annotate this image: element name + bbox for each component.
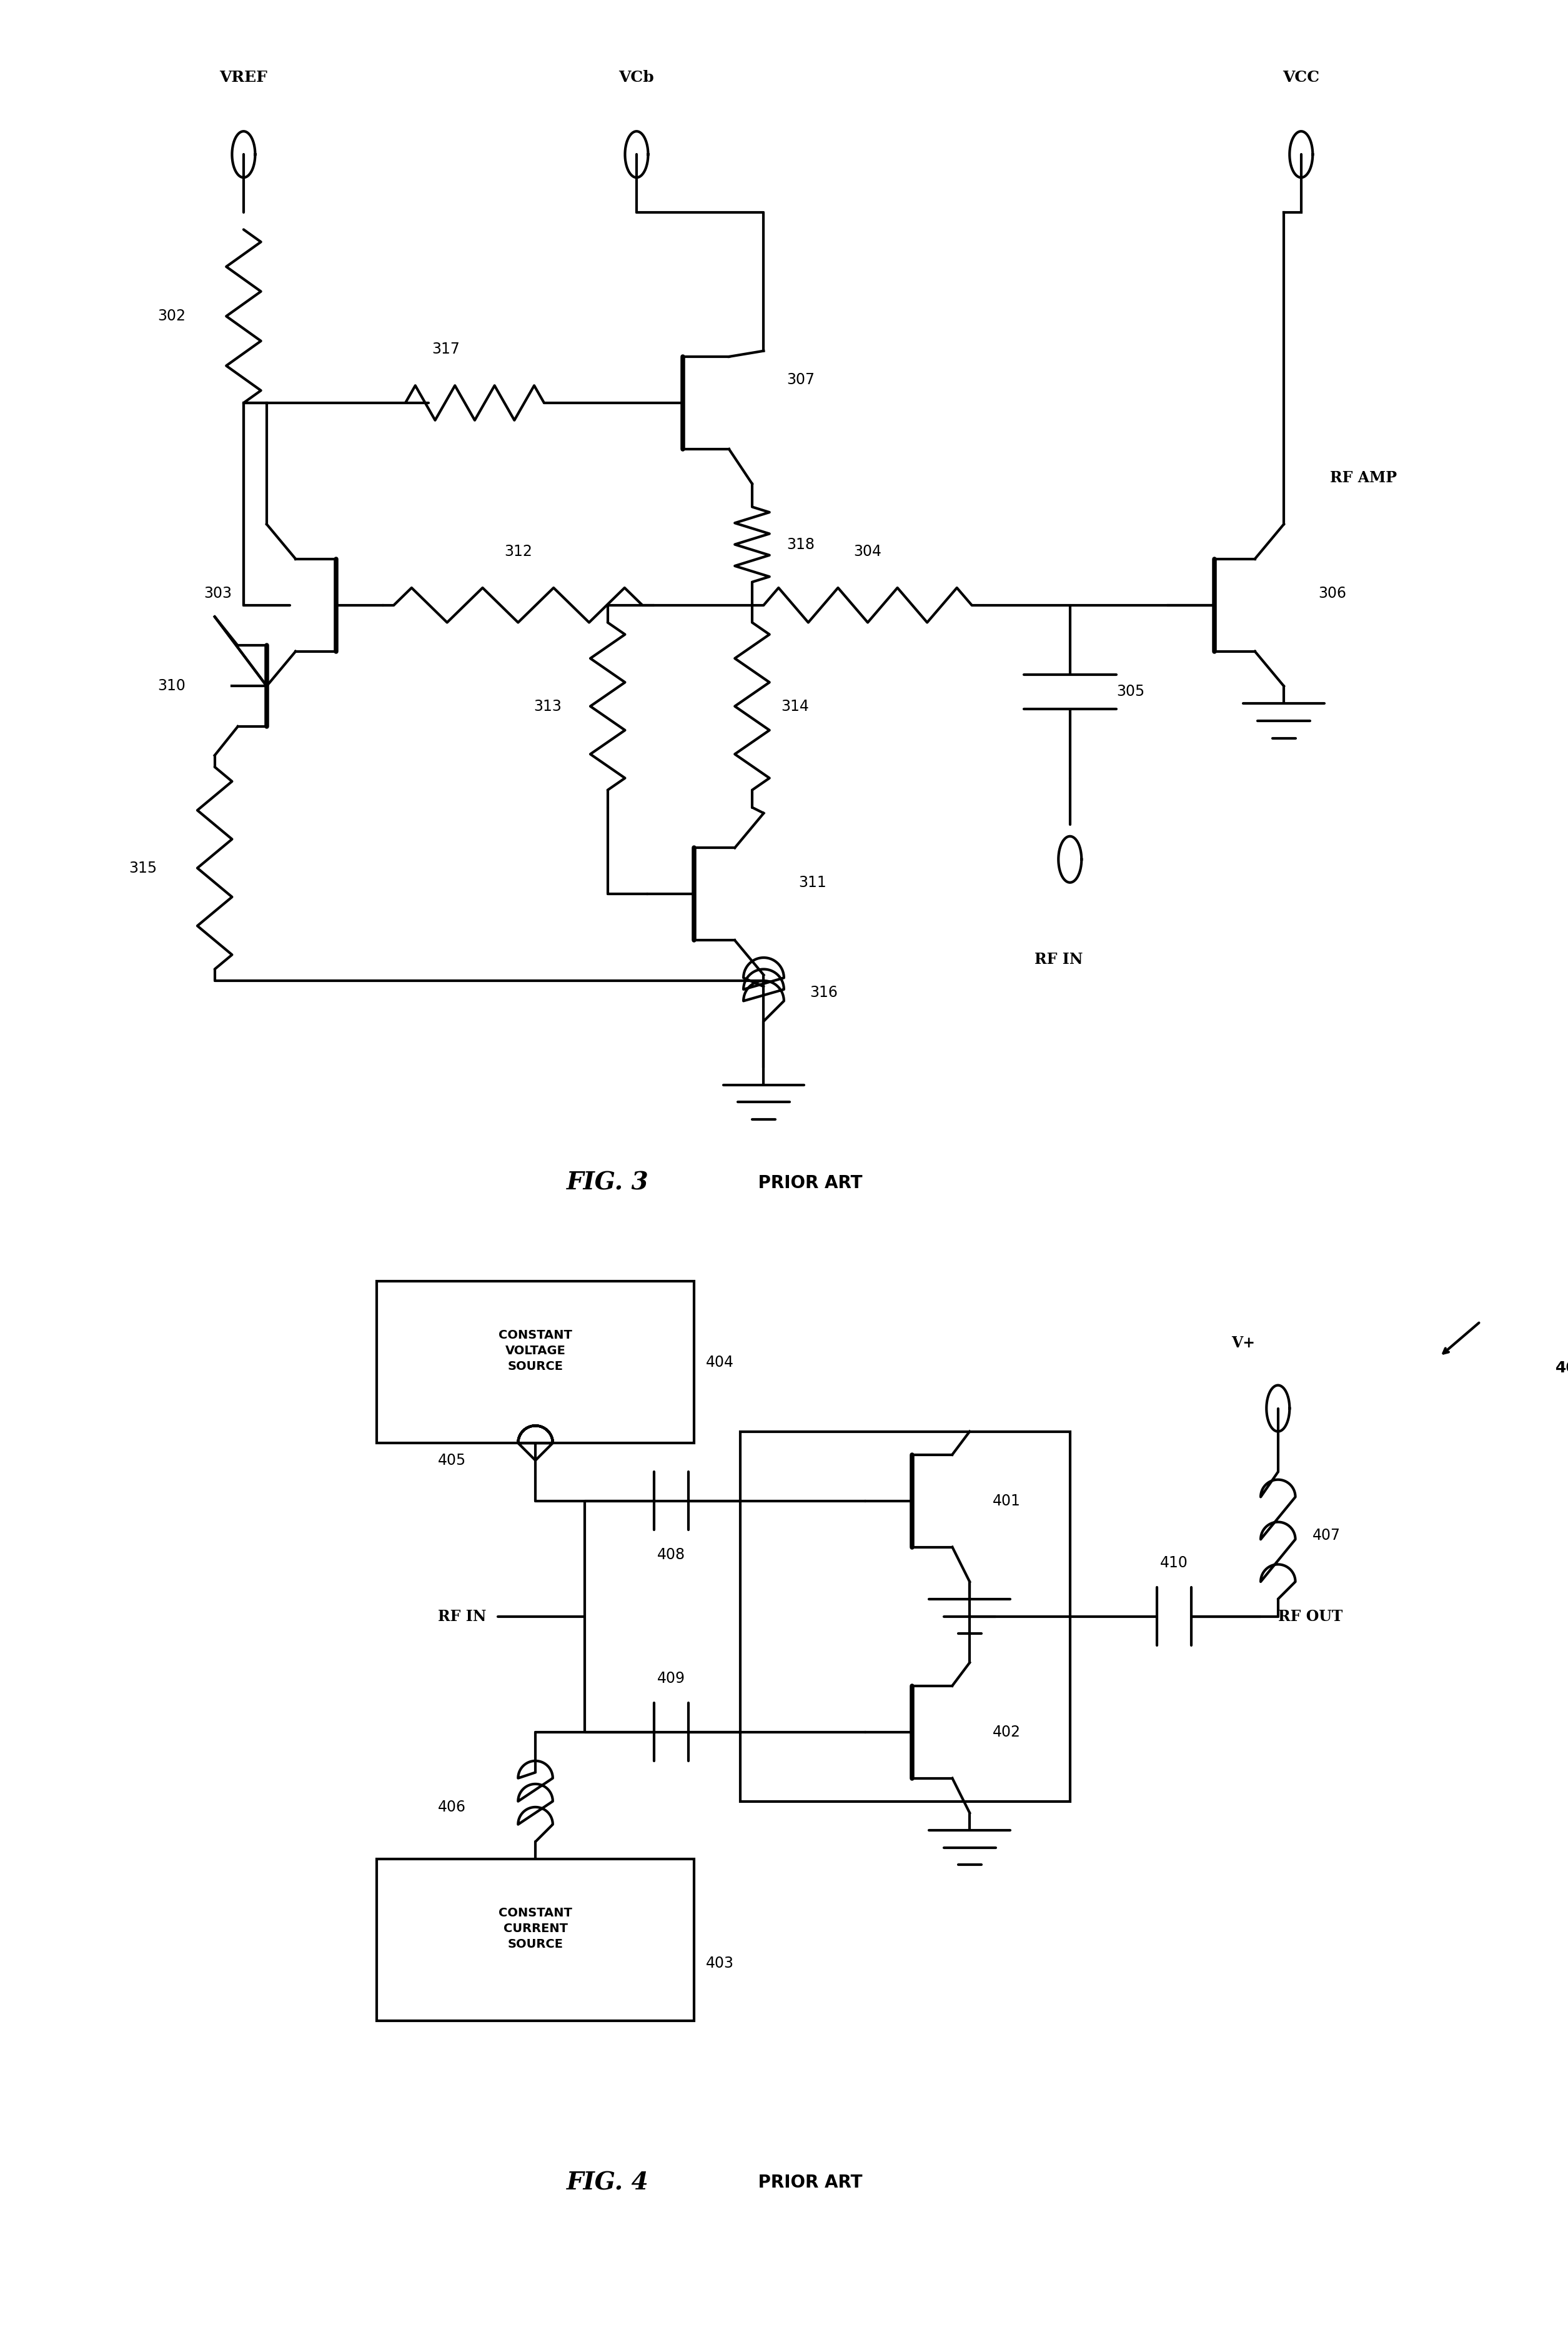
Text: RF AMP: RF AMP bbox=[1330, 470, 1397, 486]
Text: 405: 405 bbox=[437, 1453, 466, 1467]
Text: FIG. 3: FIG. 3 bbox=[566, 1172, 649, 1195]
Text: RF OUT: RF OUT bbox=[1278, 1609, 1342, 1623]
Text: CONSTANT
VOLTAGE
SOURCE: CONSTANT VOLTAGE SOURCE bbox=[499, 1330, 572, 1372]
FancyBboxPatch shape bbox=[740, 1432, 1069, 1802]
Text: 409: 409 bbox=[657, 1672, 685, 1686]
Text: 407: 407 bbox=[1312, 1528, 1341, 1544]
Text: CONSTANT
CURRENT
SOURCE: CONSTANT CURRENT SOURCE bbox=[499, 1906, 572, 1951]
Text: 406: 406 bbox=[437, 1800, 466, 1813]
Text: 306: 306 bbox=[1319, 586, 1347, 602]
Text: 305: 305 bbox=[1116, 684, 1145, 700]
Text: 312: 312 bbox=[503, 544, 532, 558]
Text: 302: 302 bbox=[158, 309, 185, 323]
FancyBboxPatch shape bbox=[376, 1860, 695, 2020]
Text: V+: V+ bbox=[1231, 1335, 1256, 1351]
Text: RF IN: RF IN bbox=[437, 1609, 486, 1623]
Text: PRIOR ART: PRIOR ART bbox=[753, 1174, 862, 1193]
Text: PRIOR ART: PRIOR ART bbox=[753, 2174, 862, 2192]
Text: 401: 401 bbox=[993, 1493, 1021, 1509]
Text: 303: 303 bbox=[204, 586, 232, 602]
Text: 402: 402 bbox=[993, 1725, 1021, 1739]
Text: 400: 400 bbox=[1555, 1360, 1568, 1376]
Text: 314: 314 bbox=[781, 700, 809, 714]
Text: FIG. 4: FIG. 4 bbox=[566, 2172, 649, 2195]
Text: 315: 315 bbox=[129, 860, 157, 877]
FancyBboxPatch shape bbox=[376, 1281, 695, 1444]
Text: 311: 311 bbox=[798, 874, 826, 890]
Text: VREF: VREF bbox=[220, 70, 268, 86]
Text: 313: 313 bbox=[533, 700, 561, 714]
Text: 317: 317 bbox=[431, 342, 459, 356]
Text: 408: 408 bbox=[657, 1546, 685, 1562]
Text: VCb: VCb bbox=[619, 70, 654, 86]
Text: 318: 318 bbox=[787, 537, 815, 551]
Text: 310: 310 bbox=[158, 679, 185, 693]
Text: 304: 304 bbox=[853, 544, 881, 558]
Text: RF IN: RF IN bbox=[1035, 951, 1082, 967]
Text: 410: 410 bbox=[1160, 1555, 1189, 1569]
Text: 403: 403 bbox=[706, 1955, 734, 1972]
Text: VCC: VCC bbox=[1283, 70, 1320, 86]
Text: 404: 404 bbox=[706, 1355, 734, 1369]
Text: 307: 307 bbox=[787, 372, 815, 388]
Text: 316: 316 bbox=[811, 986, 837, 1000]
